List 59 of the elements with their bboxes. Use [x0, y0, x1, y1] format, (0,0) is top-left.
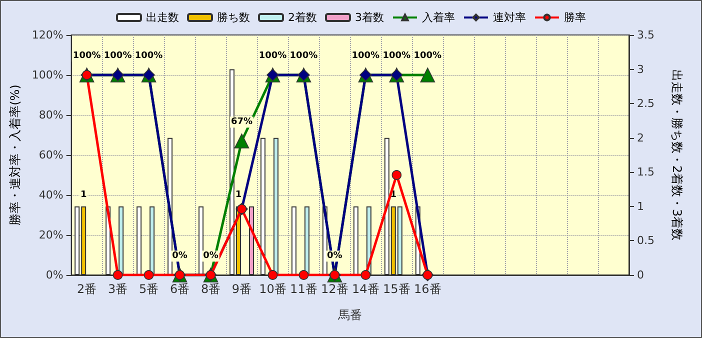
y2-tick-label: 1 [637, 200, 644, 213]
point [144, 270, 154, 280]
y2-tick-label: 2.5 [637, 97, 654, 110]
y-tick-label: 120% [32, 28, 64, 42]
y-tick-label: 100% [32, 68, 64, 82]
y2-tick-label: 2 [637, 131, 644, 144]
y2-axis-title: 出走数・勝ち数・2着数・3着数 [670, 69, 684, 241]
point [112, 270, 123, 280]
x-tick-label: 9番 [232, 282, 252, 296]
x-tick-label: 15番 [383, 282, 410, 296]
data-label: 100% [352, 51, 380, 62]
y2-tick-label: 1.5 [637, 166, 654, 179]
x-tick-label: 14番 [352, 282, 380, 296]
legend-label: 入着率 [422, 11, 455, 24]
legend-label: 3着数 [355, 11, 384, 24]
x-tick-label: 11番 [290, 282, 318, 296]
x-tick-label: 5番 [138, 282, 159, 296]
y-tick-label: 0% [46, 268, 64, 282]
data-label: 100% [104, 51, 132, 62]
x-tick-label: 10番 [259, 282, 286, 296]
data-label: 67% [230, 117, 253, 128]
y-tick-label: 40% [38, 188, 64, 202]
point [298, 270, 309, 280]
x-tick-label: 6番 [170, 282, 190, 296]
y2-tick-label: 0 [637, 268, 644, 282]
x-tick-label: 16番 [414, 282, 442, 296]
data-label: 0% [172, 251, 188, 262]
x-axis-title: 馬番 [337, 308, 362, 322]
legend-label: 2着数 [288, 11, 317, 24]
point [360, 270, 371, 280]
legend-label: 連対率 [493, 11, 526, 24]
legend-label: 勝率 [564, 11, 586, 24]
x-tick-label: 12番 [321, 282, 348, 296]
point [392, 170, 402, 180]
legend-label: 出走数 [146, 11, 179, 24]
y-tick-label: 20% [38, 228, 64, 242]
y-axis-title: 勝率・連対率・入着率(%) [8, 84, 22, 226]
point [268, 270, 278, 280]
x-tick-label: 3番 [108, 282, 128, 296]
data-label: 0% [203, 251, 218, 262]
y-tick-label: 60% [38, 148, 64, 162]
data-label: 100% [72, 51, 101, 62]
x-tick-label: 2番 [77, 282, 97, 296]
data-label: 100% [290, 51, 318, 62]
data-label: 100% [134, 51, 163, 62]
data-label: 1 [80, 190, 87, 200]
y-tick-label: 80% [38, 108, 64, 122]
y2-tick-label: 3.5 [637, 28, 654, 42]
data-label: 100% [414, 51, 442, 62]
y2-tick-label: 3 [637, 62, 644, 76]
x-tick-label: 8番 [200, 282, 221, 296]
legend-label: 勝ち数 [217, 11, 250, 24]
y2-tick-label: 0.5 [637, 234, 654, 248]
data-label: 1 [235, 190, 242, 200]
data-label: 0% [327, 251, 342, 262]
point [420, 68, 436, 82]
point [234, 134, 250, 148]
data-label: 100% [382, 51, 411, 62]
data-label: 100% [258, 51, 287, 62]
